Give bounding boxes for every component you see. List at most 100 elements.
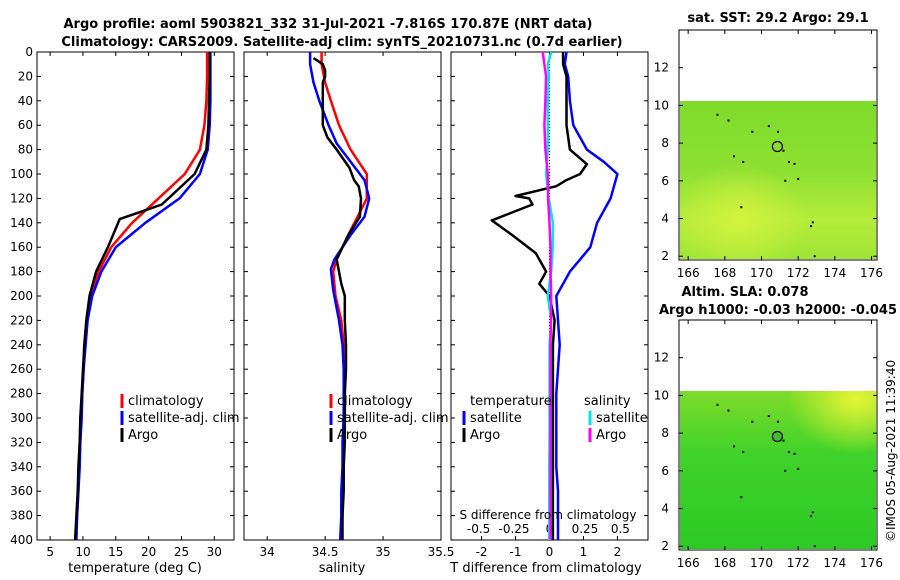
x-tick-label: 174: [823, 266, 846, 280]
island-marker: [797, 177, 800, 180]
island-marker: [742, 161, 745, 163]
x-tick-label: 1: [580, 545, 588, 559]
s-tick-label: -0.25: [499, 522, 530, 536]
island-marker: [727, 119, 730, 122]
title-line-1: Argo profile: aoml 5903821_332 31-Jul-20…: [64, 17, 593, 32]
island-marker: [810, 515, 812, 518]
y-tick-label: 8: [661, 426, 669, 440]
y-tick-label: 12: [654, 351, 669, 365]
sla-map-subtitle: Argo h1000: -0.03 h2000: -0.045: [659, 303, 897, 318]
s-difference-label: S difference from climatology: [460, 508, 637, 522]
y-tick-label: 140: [10, 216, 33, 230]
legend-label-s-argo: Argo: [596, 428, 626, 443]
island-marker: [813, 255, 816, 258]
island-marker: [788, 161, 790, 163]
island-marker: [793, 162, 796, 165]
x-tick-label: 172: [787, 556, 810, 570]
island-marker: [811, 221, 814, 224]
island-marker: [784, 179, 787, 182]
salinity-legend: climatology satellite-adj. clim Argo: [329, 394, 449, 443]
island-marker: [740, 206, 743, 209]
legend-label-t-satellite: satellite: [470, 411, 522, 426]
temperature-xlabel: temperature (deg C): [68, 561, 202, 576]
island-marker: [733, 155, 735, 158]
island-marker: [811, 511, 814, 514]
y-tick-label: 100: [10, 167, 33, 181]
imos-timestamp: ©IMOS 05-Aug-2021 11:39:40: [884, 360, 898, 542]
island-marker: [733, 445, 735, 448]
island-marker: [797, 467, 800, 470]
sst-map-title: sat. SST: 29.2 Argo: 29.1: [687, 11, 868, 26]
y-tick-label: 4: [661, 502, 669, 516]
y-tick-label: 4: [661, 212, 669, 226]
y-tick-label: 8: [661, 136, 669, 150]
island-marker: [751, 420, 754, 423]
x-tick-label: 170: [750, 556, 773, 570]
y-tick-label: 220: [10, 313, 33, 327]
y-tick-label: 80: [18, 143, 33, 157]
argo-position-marker: [771, 140, 784, 153]
series-line-argo: [73, 52, 211, 541]
x-tick-label: 166: [677, 266, 700, 280]
salinity-xlabel: salinity: [319, 561, 366, 576]
series-line-satellite-adj-clim: [308, 52, 371, 541]
x-tick-label: 2: [614, 545, 622, 559]
x-tick-label: 172: [787, 266, 810, 280]
island-marker: [740, 496, 743, 499]
x-tick-label: -1: [510, 545, 522, 559]
x-tick-label: 20: [141, 545, 156, 559]
x-tick-label: 174: [823, 556, 846, 570]
y-tick-label: 10: [654, 98, 669, 112]
legend-label-climatology: climatology: [128, 394, 204, 409]
island-marker: [784, 469, 787, 472]
x-tick-label: 5: [46, 545, 54, 559]
sst-map-panel: sat. SST: 29.2 Argo: 29.1 166 168 170 172 17…: [654, 11, 883, 280]
difference-legend: temperature satellite Argo salinity sate…: [462, 394, 648, 443]
x-tick-label: 166: [677, 556, 700, 570]
sst-warm-patch: [680, 101, 876, 259]
legend-label-argo: Argo: [128, 428, 158, 443]
sla-map-axes: [678, 319, 878, 551]
difference-panel: -2 -1 0 1 2-0.5 -0.25 0 0.25 0.5 T difference fr…: [449, 51, 649, 576]
x-tick-label: 176: [860, 556, 883, 570]
y-tick-label: 6: [661, 464, 669, 478]
temperature-legend: climatology satellite-adj. clim Argo: [120, 394, 240, 443]
y-tick-label: 380: [10, 509, 33, 523]
island-marker: [810, 225, 812, 228]
title-line-2: Climatology: CARS2009. Satellite-adj cli…: [61, 35, 622, 50]
x-tick-label: 35.5: [428, 545, 455, 559]
y-tick-label: 260: [10, 362, 33, 376]
series-line-argo: [312, 57, 363, 540]
x-tick-label: 0: [546, 545, 554, 559]
x-tick-label: 176: [860, 266, 883, 280]
legend-label-t-argo: Argo: [470, 428, 500, 443]
y-tick-label: 2: [661, 249, 669, 263]
s-tick-label: -0.5: [467, 522, 490, 536]
island-marker: [751, 130, 754, 133]
legend-label-satellite: satellite-adj. clim: [128, 411, 240, 426]
sla-map-title: Altim. SLA: 0.078: [682, 285, 809, 300]
coastline-islands: [716, 403, 816, 548]
island-marker: [767, 125, 770, 128]
sla-map-panel: Altim. SLA: 0.078 Argo h1000: -0.03 h200…: [654, 285, 897, 570]
island-marker: [727, 409, 730, 412]
x-tick-label: 30: [207, 545, 222, 559]
x-tick-label: 170: [750, 266, 773, 280]
island-marker: [767, 415, 770, 418]
island-marker: [742, 451, 745, 453]
legend-label-climatology: climatology: [337, 394, 413, 409]
y-tick-label: 20: [18, 69, 33, 83]
x-tick-label: 34.5: [312, 545, 339, 559]
legend-label-s-satellite: satellite: [596, 411, 648, 426]
y-tick-label: 200: [10, 289, 33, 303]
temperature-panel: 0 20 40 60 80 100 120 140 160 180 200 220 240 260 280 3…: [10, 45, 240, 576]
y-tick-label: 6: [661, 174, 669, 188]
x-tick-label: -2: [476, 545, 488, 559]
island-marker: [813, 545, 816, 548]
island-marker: [777, 130, 779, 133]
x-tick-label: 10: [75, 545, 90, 559]
y-tick-label: 300: [10, 411, 33, 425]
salinity-panel: 34 34.5 35 35.5 salinity climatology satell…: [243, 51, 455, 576]
y-tick-label: 160: [10, 240, 33, 254]
